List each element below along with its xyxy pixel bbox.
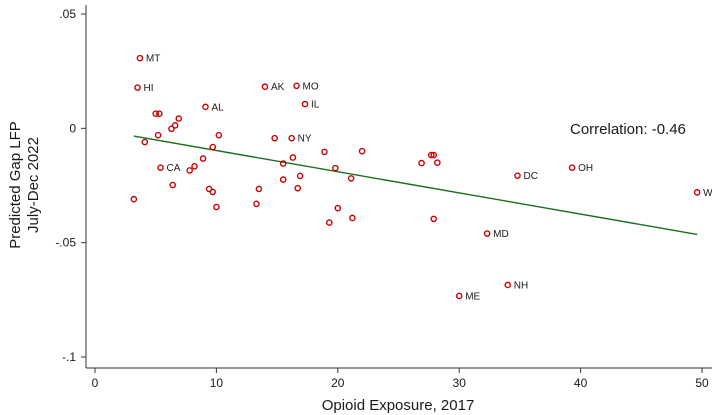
point-label: AK [271, 82, 285, 93]
correlation-annotation: Correlation: -0.46 [570, 121, 686, 138]
data-point [215, 131, 223, 139]
point-mo [293, 82, 300, 90]
data-point [279, 160, 287, 167]
data-point [430, 215, 438, 223]
point-al [202, 103, 209, 111]
point-label: MO [303, 81, 319, 92]
data-point [294, 184, 302, 192]
data-point [427, 151, 435, 159]
data-point [168, 125, 175, 133]
point-label: HI [143, 83, 153, 94]
y-axis-title: Predicted Gap LFP July-Dec 2022 [7, 121, 42, 249]
point-oh [568, 164, 576, 171]
data-point [152, 110, 159, 117]
point-ny [288, 134, 295, 142]
x-tick-label: 30 [453, 376, 467, 390]
point-label: AL [211, 102, 224, 113]
data-point [332, 164, 339, 172]
data-point [130, 195, 138, 203]
data-point [334, 204, 342, 212]
data-point [326, 219, 333, 226]
data-point [199, 155, 207, 162]
x-tick-label: 0 [92, 376, 99, 390]
point-label: MT [146, 54, 160, 65]
data-point [255, 185, 263, 193]
y-axis-title-line-1: Predicted Gap LFP [7, 121, 24, 249]
x-tick-label: 50 [695, 376, 709, 390]
data-point [253, 200, 260, 208]
x-tick-label: 10 [210, 376, 224, 390]
point-label: CA [167, 163, 181, 174]
data-point [209, 143, 217, 151]
y-tick-label: -.1 [62, 350, 76, 364]
point-ak [261, 83, 269, 91]
data-point [430, 151, 438, 159]
point-label: IL [311, 100, 320, 111]
data-point [279, 176, 287, 183]
point-il [301, 100, 309, 108]
point-label: ME [465, 291, 480, 302]
x-tick-label: 40 [574, 376, 588, 390]
data-point [347, 175, 355, 182]
y-tick-label: -.05 [55, 236, 76, 250]
point-labels-layer: MT HI AK MO AL IL NY CA DC OH W MD NH ME [143, 54, 712, 303]
x-tick-label: 20 [331, 376, 345, 390]
data-point [321, 148, 328, 156]
data-point [349, 214, 356, 222]
point-label: OH [578, 163, 593, 174]
data-point [209, 188, 217, 196]
data-point [156, 110, 163, 117]
point-nh [504, 281, 512, 289]
data-point [169, 181, 176, 189]
data-point [271, 134, 278, 142]
data-point [186, 167, 193, 174]
point-mt [136, 54, 144, 62]
data-point [175, 115, 183, 122]
point-label: NH [514, 280, 528, 291]
point-md [483, 230, 491, 237]
point-label: MD [493, 229, 509, 240]
y-tick-label: .05 [59, 7, 76, 21]
axes: .05 0 -.05 -.1 0 10 20 30 40 50 [55, 5, 712, 390]
points-layer [130, 54, 701, 300]
y-axis-title-line-2: July-Dec 2022 [25, 137, 42, 233]
data-point [154, 131, 162, 139]
data-point [171, 122, 179, 129]
point-me [455, 292, 463, 300]
point-ca [157, 164, 164, 171]
y-tick-label: 0 [69, 121, 76, 135]
fit-line-layer [133, 135, 698, 236]
data-point [191, 162, 198, 170]
data-point [141, 138, 149, 146]
point-dc [514, 172, 521, 179]
point-hi [134, 84, 141, 91]
point-w [693, 189, 701, 196]
fit-line [133, 135, 698, 236]
data-point [213, 203, 220, 211]
x-axis-title: Opioid Exposure, 2017 [322, 397, 475, 414]
point-label: W [703, 188, 712, 199]
data-point [358, 147, 366, 155]
data-point [296, 172, 304, 180]
point-label: DC [523, 171, 537, 182]
point-label: NY [298, 134, 312, 145]
data-point [289, 154, 297, 161]
data-point [434, 159, 441, 166]
data-point [418, 159, 425, 167]
